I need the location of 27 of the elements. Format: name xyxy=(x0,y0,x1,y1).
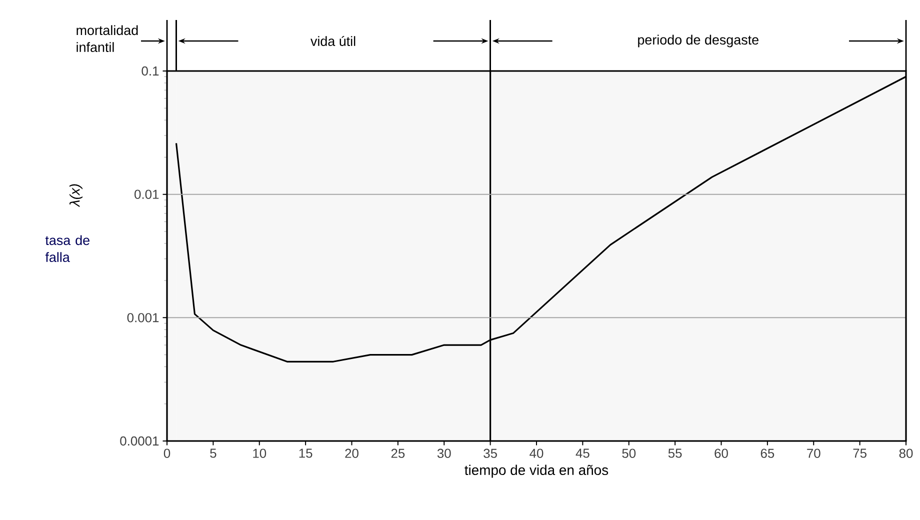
band-label: mortalidad infantil xyxy=(76,25,138,52)
x-tick-label: 35 xyxy=(484,448,497,458)
x-tick-label: 80 xyxy=(899,448,913,458)
x-tick-label: 50 xyxy=(622,448,636,458)
x-tick-label: 75 xyxy=(853,448,866,458)
x-tick-label: 0 xyxy=(164,448,170,458)
x-tick-label: 15 xyxy=(299,448,312,458)
y-tick-label: 0.01 xyxy=(134,190,159,199)
x-tick-label: 20 xyxy=(345,448,358,458)
band-label: periodo de desgaste xyxy=(638,34,758,48)
y-tick-label: 0.0001 xyxy=(120,436,159,446)
x-tick-label: 70 xyxy=(807,448,820,458)
x-tick-label: 30 xyxy=(437,448,451,458)
y-tick-label: 0.1 xyxy=(142,66,159,76)
x-tick-label: 55 xyxy=(668,448,682,458)
text: tasa de falla xyxy=(45,235,90,262)
x-tick-label: 5 xyxy=(210,448,216,458)
x-tick-label: 40 xyxy=(530,448,544,458)
x-tick-label: 60 xyxy=(714,448,728,458)
x-tick-label: 45 xyxy=(576,448,590,458)
x-tick-label: 25 xyxy=(391,448,405,458)
x-tick-label: 65 xyxy=(760,448,774,458)
y-axis-title: λ(x) xyxy=(70,184,82,208)
x-axis-title: tiempo de vida en años xyxy=(464,464,608,478)
y-tick-label: 0.001 xyxy=(127,313,159,322)
x-tick-label: 10 xyxy=(253,448,266,458)
band-label: vida útil xyxy=(310,36,356,46)
